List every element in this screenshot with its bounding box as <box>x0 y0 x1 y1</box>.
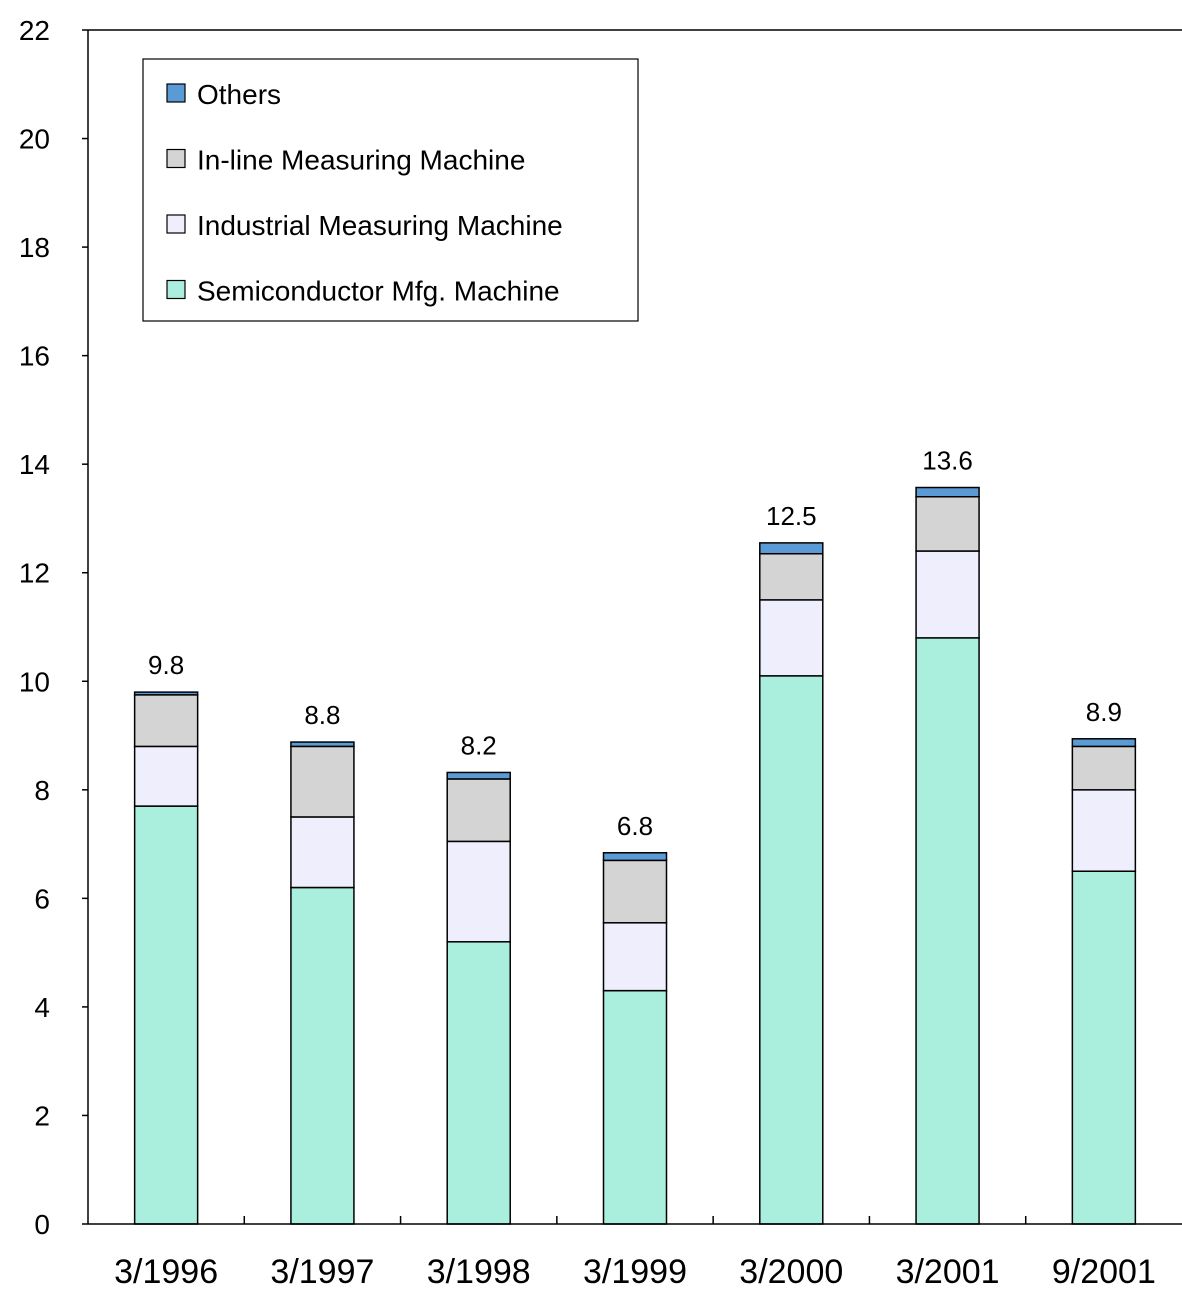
bar-segment <box>759 675 824 1225</box>
bar-segment <box>290 745 355 818</box>
y-tick-label: 22 <box>19 15 50 46</box>
bar-segment <box>602 859 668 924</box>
legend-box <box>142 58 639 322</box>
bar-segment <box>290 741 355 748</box>
y-tick-label: 6 <box>34 883 50 914</box>
x-tick-label: 3/2001 <box>896 1253 1000 1291</box>
bar-segment <box>602 922 668 992</box>
y-tick-label: 18 <box>19 232 50 263</box>
y-tick-label: 10 <box>19 666 50 697</box>
bar-segment <box>759 599 824 677</box>
bar-segment <box>1071 738 1137 748</box>
bar-segment <box>602 989 668 1225</box>
x-tick-label: 3/1996 <box>114 1253 218 1291</box>
y-tick-label: 12 <box>19 558 50 589</box>
x-tick-label: 9/2001 <box>1052 1253 1156 1291</box>
bar-total-label: 12.5 <box>766 501 817 531</box>
legend-swatch <box>166 279 186 300</box>
labels-group: 9.8 3/1996 8.8 3/1997 8.2 3/1998 6.8 3/1999 12.5… <box>19 15 1156 1291</box>
bar-segment <box>133 805 199 1225</box>
bar-total-label: 8.8 <box>304 700 340 730</box>
bars-group <box>133 486 1137 1225</box>
bar-segment <box>915 496 980 552</box>
bar-segment <box>446 771 511 780</box>
legend-label: In-line Measuring Machine <box>197 145 525 176</box>
bar-segment <box>446 840 511 943</box>
legend: Others In-line Measuring Machine Industria… <box>142 58 639 322</box>
bar-segment <box>1071 870 1137 1225</box>
x-tick-label: 3/1999 <box>583 1253 687 1291</box>
bar-segment <box>290 886 355 1225</box>
bar-total-label: 6.8 <box>617 811 653 841</box>
y-tick-label: 0 <box>34 1209 50 1240</box>
bar-segment <box>759 542 824 555</box>
y-tick-label: 4 <box>34 992 50 1023</box>
y-tick-label: 8 <box>34 775 50 806</box>
y-tick-label: 16 <box>19 341 50 372</box>
bar-segment <box>446 778 511 843</box>
bar-segment <box>602 852 668 862</box>
bar-segment <box>915 550 980 639</box>
y-tick-label: 2 <box>34 1100 50 1131</box>
bar-segment <box>1071 789 1137 872</box>
legend-swatch <box>166 214 186 234</box>
legend-swatch <box>166 148 186 169</box>
y-tick-label: 20 <box>19 124 50 155</box>
x-tick-label: 3/1997 <box>270 1253 374 1291</box>
legend-label: Industrial Measuring Machine <box>197 210 563 241</box>
bar-total-label: 13.6 <box>922 446 973 476</box>
legend-label: Semiconductor Mfg. Machine <box>197 276 560 307</box>
bar-segment <box>915 637 980 1225</box>
bar-segment <box>446 941 511 1225</box>
bar-segment <box>1071 745 1137 791</box>
legend-label: Others <box>197 79 281 110</box>
bar-segment <box>759 552 824 601</box>
x-tick-label: 3/1998 <box>427 1253 531 1291</box>
bar-segment <box>133 691 199 696</box>
bar-segment <box>290 816 355 889</box>
y-tick-label: 14 <box>19 449 50 480</box>
bar-total-label: 8.9 <box>1086 697 1122 727</box>
bar-segment <box>915 486 980 498</box>
axes-group <box>82 29 1182 1225</box>
bar-total-label: 8.2 <box>461 730 497 760</box>
bar-segment <box>133 694 199 748</box>
legend-swatch <box>166 83 186 103</box>
x-tick-label: 3/2000 <box>739 1253 843 1291</box>
bar-total-label: 9.8 <box>148 650 184 680</box>
bar-segment <box>133 745 199 807</box>
